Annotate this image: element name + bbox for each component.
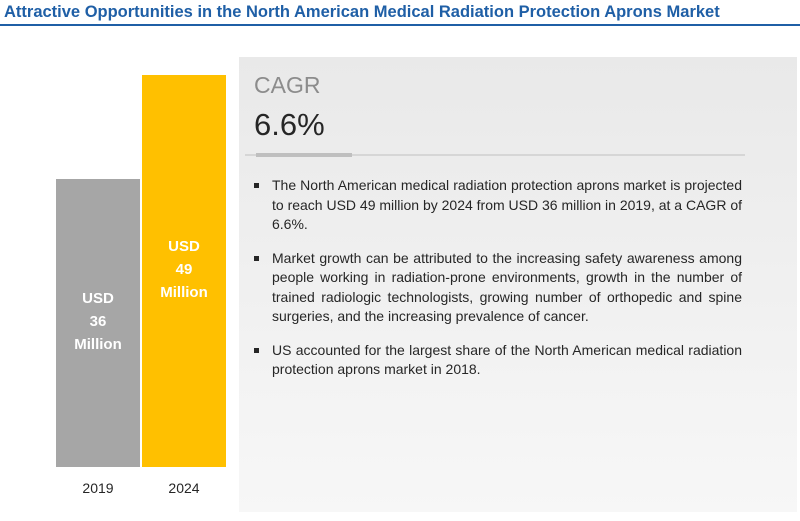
x-tick-label: 2019 — [82, 480, 114, 496]
bar — [142, 75, 226, 467]
bullet-list: The North American medical radiation pro… — [252, 176, 742, 394]
x-tick-label: 2024 — [168, 480, 200, 496]
bullet-item: The North American medical radiation pro… — [252, 176, 742, 235]
value-label: USD 36 Million — [74, 290, 122, 353]
bar — [56, 179, 140, 467]
cagr-value: 6.6% — [254, 107, 325, 142]
title: Attractive Opportunities in the North Am… — [4, 3, 720, 21]
bullet-item: US accounted for the largest share of th… — [252, 341, 742, 380]
bullet-item: Market growth can be attributed to the i… — [252, 249, 742, 327]
title-rule — [0, 24, 800, 26]
cagr-label: CAGR — [254, 72, 321, 98]
value-label: USD 49 Million — [160, 238, 208, 301]
